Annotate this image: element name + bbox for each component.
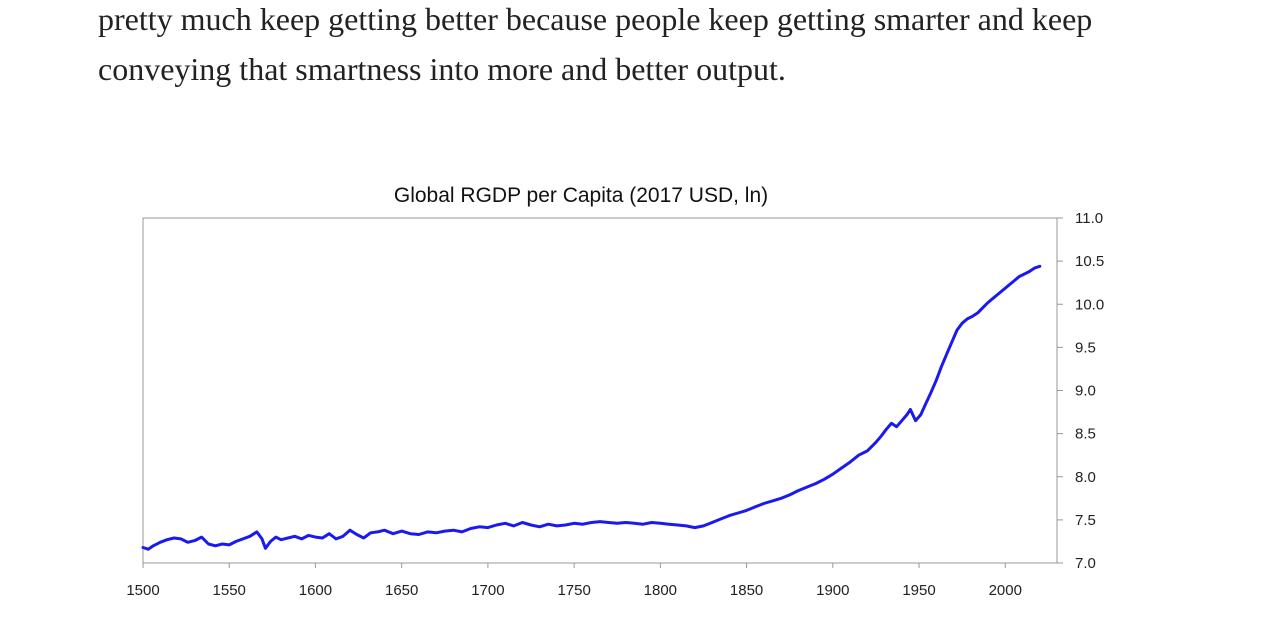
y-tick-label: 8.5 [1075, 426, 1096, 443]
y-tick-label: 10.5 [1075, 253, 1104, 270]
y-tick-label: 11.0 [1075, 210, 1103, 227]
x-tick-label: 1500 [126, 582, 159, 599]
article-paragraph: pretty much keep getting better because … [98, 0, 1218, 94]
plot-area-frame [142, 217, 1058, 564]
x-tick-label: 1700 [471, 582, 504, 599]
x-tick-label: 1650 [385, 582, 418, 599]
x-tick-label: 1750 [557, 582, 590, 599]
y-tick-label: 10.0 [1075, 296, 1104, 313]
y-tick-label: 7.5 [1075, 512, 1096, 529]
x-tick-label: 1800 [644, 582, 677, 599]
x-tick-label: 1850 [730, 582, 763, 599]
y-tick-label: 9.0 [1075, 383, 1096, 400]
y-tick-label: 8.0 [1075, 469, 1096, 486]
article-line-1: pretty much keep getting better because … [98, 1, 1093, 37]
x-tick-label: 1550 [213, 582, 246, 599]
x-tick-label: 1950 [902, 582, 935, 599]
y-tick-label: 7.0 [1075, 555, 1096, 572]
x-tick-label: 2000 [989, 582, 1022, 599]
x-tick-label: 1600 [299, 582, 332, 599]
series-line-0 [141, 264, 1042, 551]
article-line-2: conveying that smartness into more and b… [98, 51, 786, 87]
chart-title: Global RGDP per Capita (2017 USD, ln) [394, 184, 768, 207]
y-tick-label: 9.5 [1075, 339, 1096, 356]
x-tick-label: 1900 [816, 582, 849, 599]
